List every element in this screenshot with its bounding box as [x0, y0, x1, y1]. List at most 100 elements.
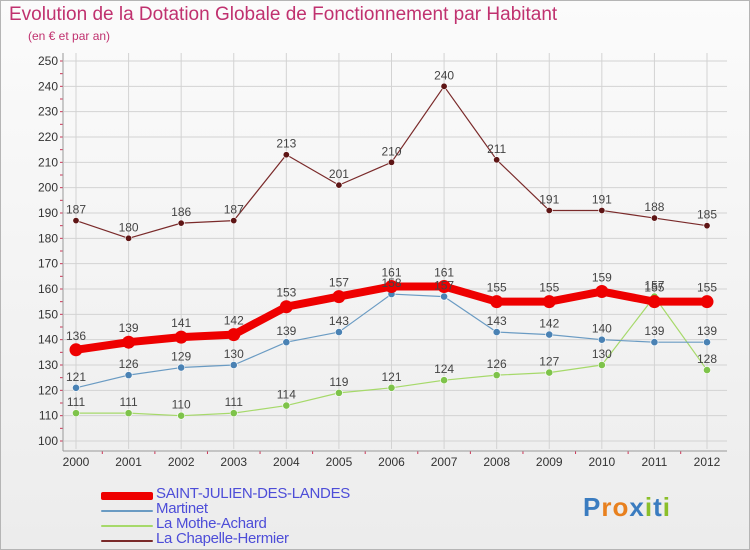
y-tick-label: 140 — [38, 333, 58, 347]
legend-item-martinet: Martinet — [101, 500, 401, 518]
chart-subtitle: (en € et par an) — [28, 29, 111, 43]
y-tick-label: 170 — [38, 257, 58, 271]
data-point — [177, 219, 185, 227]
data-point — [69, 343, 83, 357]
data-point — [282, 151, 290, 159]
data-label: 121 — [66, 370, 86, 384]
data-point — [703, 366, 711, 374]
data-point — [387, 158, 395, 166]
data-label: 186 — [171, 205, 191, 219]
x-tick-label: 2003 — [220, 455, 247, 469]
x-tick-label: 2010 — [588, 455, 615, 469]
legend-item-la-mothe-achard: La Mothe-Achard — [101, 515, 401, 533]
data-label: 180 — [119, 220, 139, 234]
y-tick-label: 250 — [38, 54, 58, 68]
logo-letter: P — [583, 492, 602, 522]
data-label: 153 — [276, 286, 296, 300]
gridlines — [64, 53, 727, 449]
data-point — [700, 295, 714, 309]
data-point — [229, 409, 238, 418]
data-point — [545, 368, 554, 377]
data-point — [122, 335, 136, 349]
data-label: 161 — [434, 265, 454, 279]
data-label: 155 — [644, 281, 664, 295]
x-tick-label: 2001 — [115, 455, 142, 469]
data-label: 140 — [592, 322, 612, 336]
logo-letter: t — [653, 492, 663, 522]
data-point — [542, 295, 556, 309]
data-point — [387, 383, 396, 392]
data-point — [125, 234, 133, 242]
data-point — [124, 409, 133, 418]
data-point — [490, 295, 504, 309]
y-tick-label: 160 — [38, 282, 58, 296]
data-point — [493, 156, 501, 164]
data-label: 155 — [697, 281, 717, 295]
data-label: 161 — [381, 265, 401, 279]
data-label: 124 — [434, 362, 454, 376]
data-label: 210 — [381, 144, 401, 158]
data-point — [227, 328, 241, 342]
y-tick-label: 100 — [38, 434, 58, 448]
legend-label: La Mothe-Achard — [156, 515, 267, 532]
data-point — [174, 330, 188, 344]
data-point — [437, 279, 451, 293]
y-tick-label: 180 — [38, 231, 58, 245]
data-label: 139 — [644, 324, 664, 338]
data-label: 142 — [224, 314, 244, 328]
x-tick-label: 2005 — [326, 455, 353, 469]
legend-item-saint-julien: SAINT-JULIEN-DES-LANDES — [101, 485, 401, 503]
data-point — [650, 338, 659, 347]
data-label: 127 — [539, 355, 559, 369]
data-point — [385, 279, 398, 293]
data-point — [332, 290, 346, 304]
data-label: 158 — [381, 276, 401, 290]
data-label: 201 — [329, 167, 349, 181]
data-label: 141 — [171, 316, 191, 330]
data-label: 136 — [66, 329, 86, 343]
y-tick-label: 150 — [38, 307, 58, 321]
data-point — [72, 383, 80, 392]
data-labels: 187 180 186 187 213 201 210 240 211 191 191 188 185 1… — [66, 68, 717, 411]
y-tick-label: 120 — [38, 383, 58, 397]
data-label: 240 — [434, 68, 454, 82]
data-label: 191 — [592, 192, 612, 206]
data-point — [124, 371, 133, 380]
x-tick-label: 2004 — [273, 455, 300, 469]
data-point — [279, 300, 293, 314]
logo-letter: o — [612, 492, 630, 522]
data-label: 191 — [539, 192, 559, 206]
data-label: 157 — [434, 279, 454, 293]
data-point — [177, 411, 186, 420]
data-label: 130 — [592, 347, 612, 361]
x-tick-label: 2012 — [694, 455, 721, 469]
data-label: 111 — [119, 395, 138, 409]
data-label: 187 — [224, 203, 244, 217]
data-point — [335, 388, 343, 397]
x-tick-label: 2011 — [642, 455, 668, 469]
legend-swatch — [101, 525, 153, 527]
data-label: 185 — [697, 208, 717, 222]
y-tick-label: 240 — [38, 79, 58, 93]
data-point — [647, 295, 661, 309]
data-label: 111 — [225, 395, 244, 409]
data-label: 143 — [487, 314, 507, 328]
y-tick-label: 110 — [39, 409, 58, 423]
data-point — [282, 338, 291, 347]
y-tick-label: 200 — [38, 181, 58, 195]
y-tick-label: 220 — [38, 130, 58, 144]
x-tick-label: 2002 — [168, 455, 195, 469]
legend-label: Martinet — [156, 500, 208, 517]
data-point — [440, 376, 448, 385]
chart-title: Evolution de la Dotation Globale de Fonc… — [9, 4, 558, 25]
data-point — [492, 371, 501, 380]
data-point — [440, 82, 448, 90]
data-label: 143 — [329, 314, 349, 328]
axes: 100 110 120 130 140 150 160 170 180 190 200 210 220 2… — [38, 53, 727, 469]
data-point — [335, 181, 343, 189]
data-label: 155 — [539, 281, 559, 295]
data-point — [72, 409, 80, 418]
data-label: 155 — [487, 281, 507, 295]
line-chart: 100 110 120 130 140 150 160 170 180 190 200 210 220 2… — [38, 53, 727, 469]
legend-item-la-chapelle-hermier: La Chapelle-Hermier — [101, 530, 401, 548]
